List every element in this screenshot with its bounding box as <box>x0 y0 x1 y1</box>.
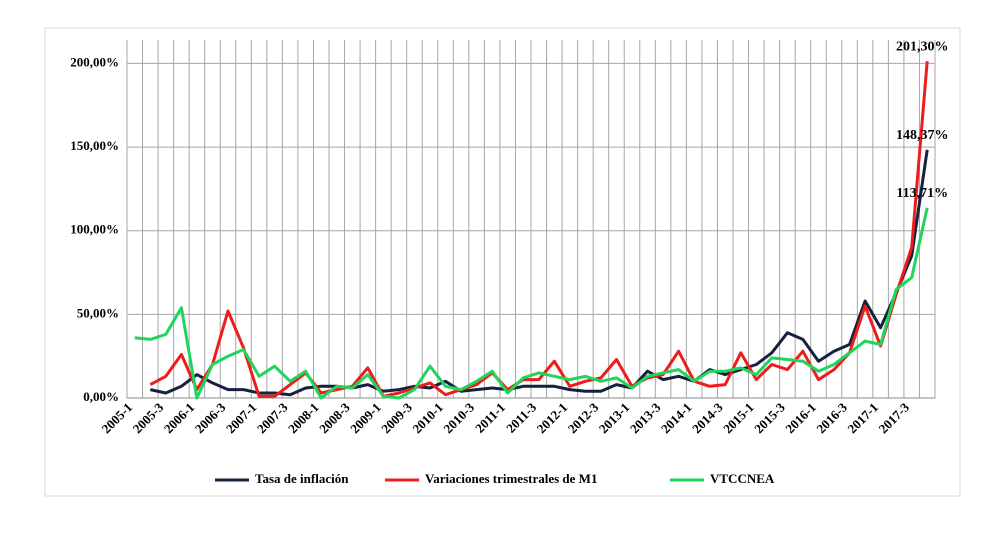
y-tick-label: 50,00% <box>77 305 119 320</box>
series-line <box>134 207 929 400</box>
legend-label: VTCCNEA <box>710 471 775 486</box>
legend-label: Tasa de inflación <box>255 471 349 486</box>
y-tick-label: 200,00% <box>70 54 119 69</box>
y-tick-label: 0,00% <box>83 389 119 404</box>
data-label: 148,37% <box>896 128 949 143</box>
chart-border <box>44 27 961 497</box>
y-tick-label: 150,00% <box>70 138 119 153</box>
data-label: 201,30% <box>896 39 949 54</box>
y-tick-label: 100,00% <box>70 222 119 237</box>
series-line <box>149 61 929 398</box>
data-label: 113,71% <box>896 186 948 201</box>
legend-label: Variaciones trimestrales de M1 <box>425 471 597 486</box>
